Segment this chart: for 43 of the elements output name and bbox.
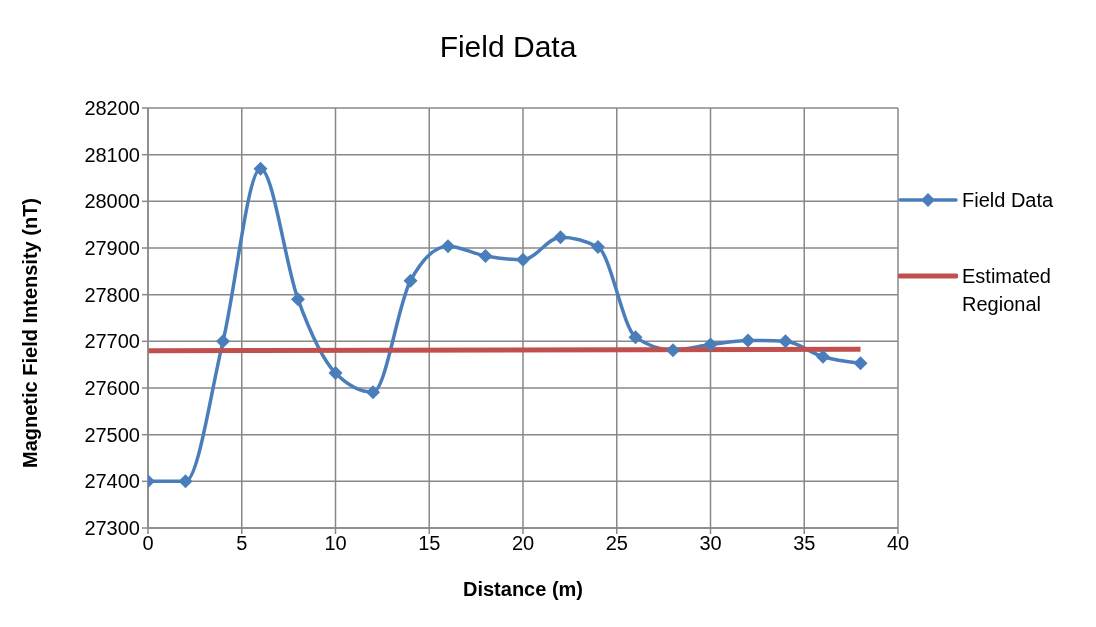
legend-label: Estimated Regional — [962, 264, 1052, 317]
point — [553, 230, 568, 245]
y-tick-label: 27800 — [84, 283, 140, 306]
point — [741, 333, 755, 348]
y-tick-label: 27500 — [84, 423, 140, 446]
point — [666, 343, 680, 358]
point — [291, 292, 305, 307]
y-tick-label: 28000 — [84, 190, 140, 213]
y-tick-label: 27600 — [84, 377, 140, 400]
y-tick-label: 28200 — [84, 97, 140, 120]
point — [853, 356, 868, 371]
point — [628, 330, 643, 345]
legend-label: Field Data — [962, 188, 1055, 213]
point — [178, 474, 193, 489]
point — [403, 273, 418, 288]
point — [216, 334, 230, 349]
point — [816, 349, 830, 364]
x-tick-label: 40 — [886, 532, 910, 555]
y-axis-title: Magnetic Field Intensity (nT) — [19, 197, 42, 468]
y-tick-label: 27900 — [84, 237, 140, 260]
point — [703, 337, 718, 352]
point — [778, 334, 793, 349]
x-tick-label: 15 — [418, 532, 441, 555]
y-tick-label: 27700 — [84, 330, 140, 353]
point — [441, 239, 455, 254]
x-tick-label: 25 — [605, 532, 628, 555]
x-tick-label: 20 — [511, 532, 535, 555]
chart-title: Field Data — [438, 30, 578, 64]
y-tick-label: 27300 — [84, 517, 140, 540]
x-tick-label: 5 — [236, 532, 248, 555]
x-tick-label: 0 — [142, 532, 154, 555]
point — [478, 248, 493, 263]
point — [591, 240, 605, 255]
y-tick-label: 27400 — [84, 470, 140, 493]
x-tick-label: 30 — [699, 532, 722, 555]
point — [328, 366, 343, 381]
point — [366, 385, 380, 400]
x-tick-label: 10 — [324, 532, 347, 555]
point — [516, 252, 530, 267]
x-axis-title: Distance (m) — [462, 578, 584, 600]
point — [253, 161, 268, 176]
y-tick-label: 28100 — [84, 143, 140, 166]
x-tick-label: 35 — [793, 532, 816, 555]
